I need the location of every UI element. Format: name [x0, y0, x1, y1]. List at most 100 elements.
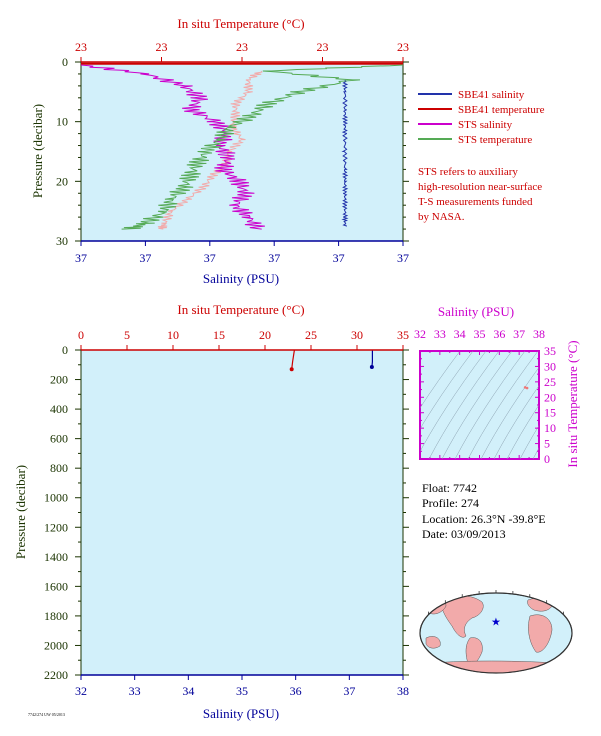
ts-sal-tick-label: 34 [454, 327, 466, 341]
date-text: Date: 03/09/2013 [422, 527, 506, 541]
top-pressure-tick-label: 30 [56, 234, 68, 248]
ts-density-contour [454, 351, 526, 459]
bottom-sal-tick-label: 35 [236, 684, 248, 698]
ts-sal-tick-label: 33 [434, 327, 446, 341]
ts-density-contour [420, 351, 461, 409]
ts-sal-tick-labels: 32 33 34 35 36 37 38 [414, 327, 545, 341]
bottom-temp-tick-label: 25 [305, 328, 317, 342]
ts-temp-axis-title: In situ Temperature (°C) [565, 340, 580, 467]
ts-sal-tick-label: 35 [474, 327, 486, 341]
bottom-pressure-axis-title: Pressure (decibar) [13, 465, 28, 559]
ts-temp-tick-label: 15 [544, 406, 556, 420]
bottom-sal-tick-label: 36 [290, 684, 302, 698]
ts-sal-tick-label: 36 [493, 327, 505, 341]
ts-density-contour [428, 351, 500, 459]
ts-density-contour [506, 404, 539, 459]
top-sal-tick-label: 37 [333, 251, 345, 265]
float-id-text: Float: 7742 [422, 481, 477, 495]
legend-label: STS temperature [458, 134, 532, 146]
map-americas-north [441, 595, 484, 638]
note-line: high-resolution near-surface [418, 181, 542, 193]
ts-density-contour [480, 366, 539, 459]
ts-axis-ticks [419, 350, 540, 460]
ts-density-contour [519, 425, 539, 459]
ts-sal-tick-label: 38 [533, 327, 545, 341]
bottom-sal-tick-label: 38 [397, 684, 409, 698]
bottom-temp-tick-label: 15 [213, 328, 225, 342]
ts-temp-tick-label: 10 [544, 421, 556, 435]
bottom-profile-lines [289, 349, 374, 372]
location-text: Location: 26.3°N -39.8°E [422, 512, 546, 526]
ts-sal-tick-label: 32 [414, 327, 426, 341]
bottom-salinity-profile [371, 350, 373, 368]
top-profile-lines [80, 62, 404, 230]
ts-temp-tick-label: 35 [544, 344, 556, 358]
bottom-pressure-tick-label: 1800 [44, 609, 68, 623]
bottom-pressure-tick-label: 800 [50, 461, 68, 475]
top-pressure-axis-title: Pressure (decibar) [30, 104, 45, 198]
top-legend: SBE41 salinity SBE41 temperature STS salin… [418, 89, 545, 146]
bottom-pressure-tick-labels: 0 200 400 600 800 1000 1200 1400 1600 1800 2000 220… [44, 343, 68, 682]
bottom-temp-tick-label: 0 [78, 328, 84, 342]
top-temp-tick-label: 23 [317, 40, 329, 54]
ts-point [525, 386, 529, 390]
note-line: by NASA. [418, 211, 465, 223]
bottom-pressure-tick-label: 1000 [44, 491, 68, 505]
ts-temp-tick-label: 30 [544, 359, 556, 373]
bottom-panel: In situ Temperature (°C) 0 5 10 15 20 25 30 35 … [13, 302, 409, 721]
sts-note: STS refers to auxiliary high-resolution n… [418, 166, 542, 223]
ts-density-contour [493, 385, 539, 459]
bottom-sal-tick-label: 37 [343, 684, 355, 698]
top-pressure-tick-labels: 0 10 20 30 [56, 55, 68, 248]
map-asia-east [559, 601, 569, 611]
ts-sal-axis-title: Salinity (PSU) [438, 304, 514, 319]
ts-plot-area [419, 350, 540, 460]
bottom-salinity-profile-end-marker [369, 364, 374, 369]
top-plot-area [80, 61, 404, 242]
ts-density-contour [467, 351, 539, 459]
bottom-temperature-profile-end-marker [289, 367, 294, 372]
sts-temperature-line [121, 64, 404, 230]
bottom-temperature-profile [291, 349, 295, 370]
bottom-pressure-tick-label: 200 [50, 373, 68, 387]
bottom-temp-tick-label: 5 [124, 328, 130, 342]
ts-point [523, 386, 527, 389]
top-sal-tick-label: 37 [139, 251, 151, 265]
top-sal-tick-label: 37 [268, 251, 280, 265]
ts-density-contour [441, 351, 513, 459]
top-temp-tick-label: 23 [397, 40, 409, 54]
bottom-pressure-tick-label: 600 [50, 432, 68, 446]
top-sal-tick-label: 37 [204, 251, 216, 265]
bottom-temp-tick-labels: 0 5 10 15 20 25 30 35 [78, 328, 409, 342]
ts-density-contour [420, 351, 474, 430]
note-line: T-S measurements funded [418, 196, 533, 208]
bottom-pressure-tick-label: 1600 [44, 579, 68, 593]
sts-salinity-line [80, 64, 265, 230]
map-australia [425, 636, 441, 649]
footer-tag: 7742/274 UW 05/2013 [28, 712, 65, 717]
bottom-sal-axis-title: Salinity (PSU) [203, 706, 279, 721]
sbe41-salinity-line [341, 79, 349, 227]
bottom-temp-axis-title: In situ Temperature (°C) [177, 302, 304, 317]
float-info: Float: 7742 Profile: 274 Location: 26.3°… [422, 481, 546, 541]
top-pressure-tick-label: 0 [62, 55, 68, 69]
bottom-temp-tick-label: 20 [259, 328, 271, 342]
bottom-temp-tick-label: 30 [351, 328, 363, 342]
bottom-pressure-tick-label: 2000 [44, 638, 68, 652]
ts-points [523, 386, 529, 390]
ts-density-contours [420, 351, 539, 459]
top-temp-tick-labels: 23 23 23 23 23 [75, 40, 409, 54]
top-panel: In situ Temperature (°C) 23 23 23 23 23 0 10 2… [30, 16, 545, 286]
bottom-sal-tick-label: 33 [129, 684, 141, 698]
ts-inset: Salinity (PSU) 32 33 34 35 36 37 38 3530252015… [414, 304, 580, 468]
bottom-sal-tick-label: 34 [182, 684, 194, 698]
map-africa [528, 614, 553, 653]
note-line: STS refers to auxiliary [418, 166, 518, 178]
bottom-temp-tick-label: 35 [397, 328, 409, 342]
float-location-star: ★ [491, 616, 501, 628]
legend-label: SBE41 temperature [458, 104, 545, 116]
top-sal-tick-label: 37 [397, 251, 409, 265]
ts-temp-tick-label: 5 [544, 437, 550, 451]
profile-number-text: Profile: 274 [422, 496, 479, 510]
